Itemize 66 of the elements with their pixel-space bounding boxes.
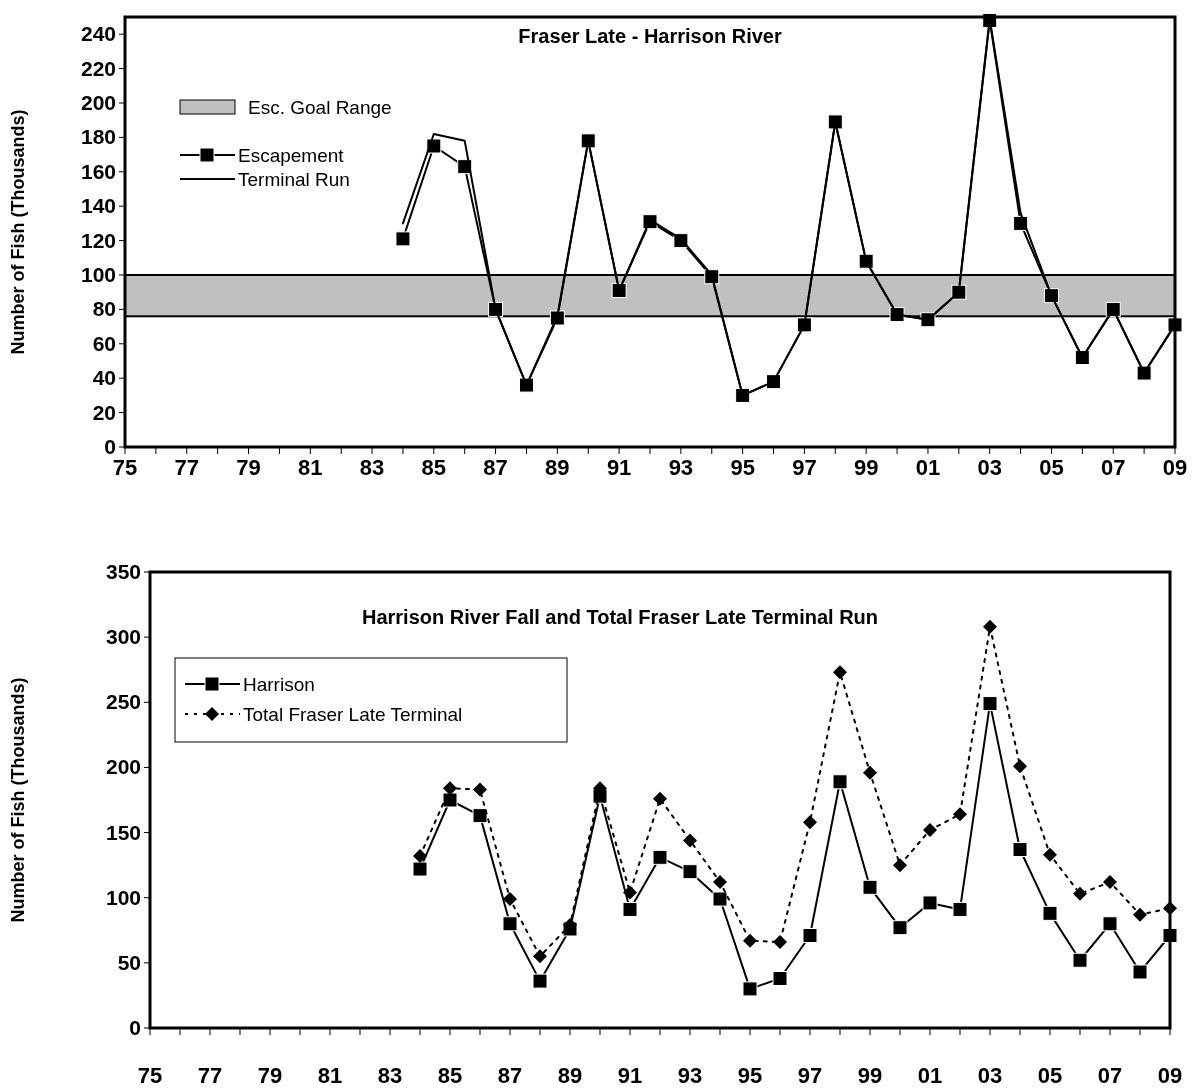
x-tick-label: 03 [977, 1063, 1003, 1088]
x-tick-label: 75 [112, 455, 138, 480]
text: Harrison River Fall and Total Fraser Late Terminal Run [361, 606, 879, 628]
y-tick-label: 100 [80, 263, 116, 286]
y-tick-label: 0 [104, 435, 116, 458]
legend-label: Escapement [238, 145, 345, 166]
x-tick-label: 89 [557, 1063, 583, 1088]
x-tick-label: 85 [421, 455, 447, 480]
y-tick-label: 80 [92, 297, 116, 321]
x-tick-label: 85 [437, 1063, 463, 1088]
y-tick-label: 250 [105, 690, 141, 714]
x-tick-label: 01 [915, 455, 941, 480]
y-tick-label: 50 [117, 950, 141, 974]
legend-label: Esc. Goal Range [248, 97, 392, 118]
x-tick-label: 81 [298, 455, 323, 480]
x-tick-label: 79 [236, 455, 261, 480]
y-tick-label: 60 [92, 331, 116, 355]
y-tick-label: 40 [92, 366, 116, 390]
x-tick-label: 87 [497, 1063, 523, 1088]
x-tick-label: 77 [197, 1063, 223, 1088]
x-tick-label: 93 [668, 455, 694, 480]
y-axis-title: Number of Fish (Thousands) [8, 109, 28, 355]
legend-label: Harrison [243, 674, 315, 695]
x-tick-label: 95 [737, 1063, 763, 1088]
y-tick-label: 300 [105, 625, 141, 649]
x-tick-label: 09 [1162, 455, 1188, 480]
y-tick-label: 200 [105, 755, 141, 779]
x-tick-label: 87 [483, 455, 508, 480]
x-tick-label: 07 [1100, 455, 1126, 480]
legend-label: Total Fraser Late Terminal [243, 704, 463, 725]
x-tick-label: 99 [853, 455, 879, 480]
x-tick-label: 91 [606, 455, 632, 480]
y-tick-label: 100 [105, 885, 141, 909]
x-tick-label: 01 [917, 1063, 943, 1088]
y-tick-label: 220 [80, 56, 116, 80]
x-tick-label: 75 [137, 1063, 163, 1088]
y-tick-label: 160 [80, 159, 116, 183]
y-axis-title: Number of Fish (Thousands) [8, 677, 28, 923]
chart-title: Fraser Late - Harrison River [518, 25, 782, 47]
x-tick-label: 93 [677, 1063, 703, 1088]
x-tick-label: 89 [545, 455, 570, 480]
x-tick-label: 07 [1097, 1063, 1123, 1088]
y-tick-label: 140 [80, 194, 116, 218]
y-tick-label: 120 [80, 228, 116, 252]
y-tick-label: 180 [80, 125, 116, 149]
y-tick-label: 20 [92, 400, 116, 424]
x-tick-label: 05 [1039, 455, 1064, 480]
x-tick-label: 99 [857, 1063, 883, 1088]
y-tick-label: 0 [129, 1016, 141, 1039]
x-tick-label: 79 [257, 1063, 283, 1088]
y-tick-label: 200 [80, 91, 116, 114]
x-tick-label: 97 [792, 455, 817, 480]
legend-label: Terminal Run [238, 169, 350, 190]
y-tick-label: 240 [80, 22, 116, 46]
x-tick-label: 81 [317, 1063, 343, 1088]
x-tick-label: 83 [377, 1063, 403, 1088]
x-tick-label: 91 [617, 1063, 643, 1088]
x-tick-label: 03 [977, 455, 1002, 480]
x-tick-label: 09 [1157, 1063, 1183, 1088]
y-tick-label: 150 [105, 820, 141, 844]
x-tick-label: 83 [359, 455, 385, 480]
x-tick-label: 95 [730, 455, 755, 480]
y-tick-label: 350 [105, 560, 141, 583]
x-tick-label: 97 [797, 1063, 823, 1088]
x-tick-label: 05 [1037, 1063, 1063, 1088]
x-tick-label: 77 [174, 455, 200, 480]
